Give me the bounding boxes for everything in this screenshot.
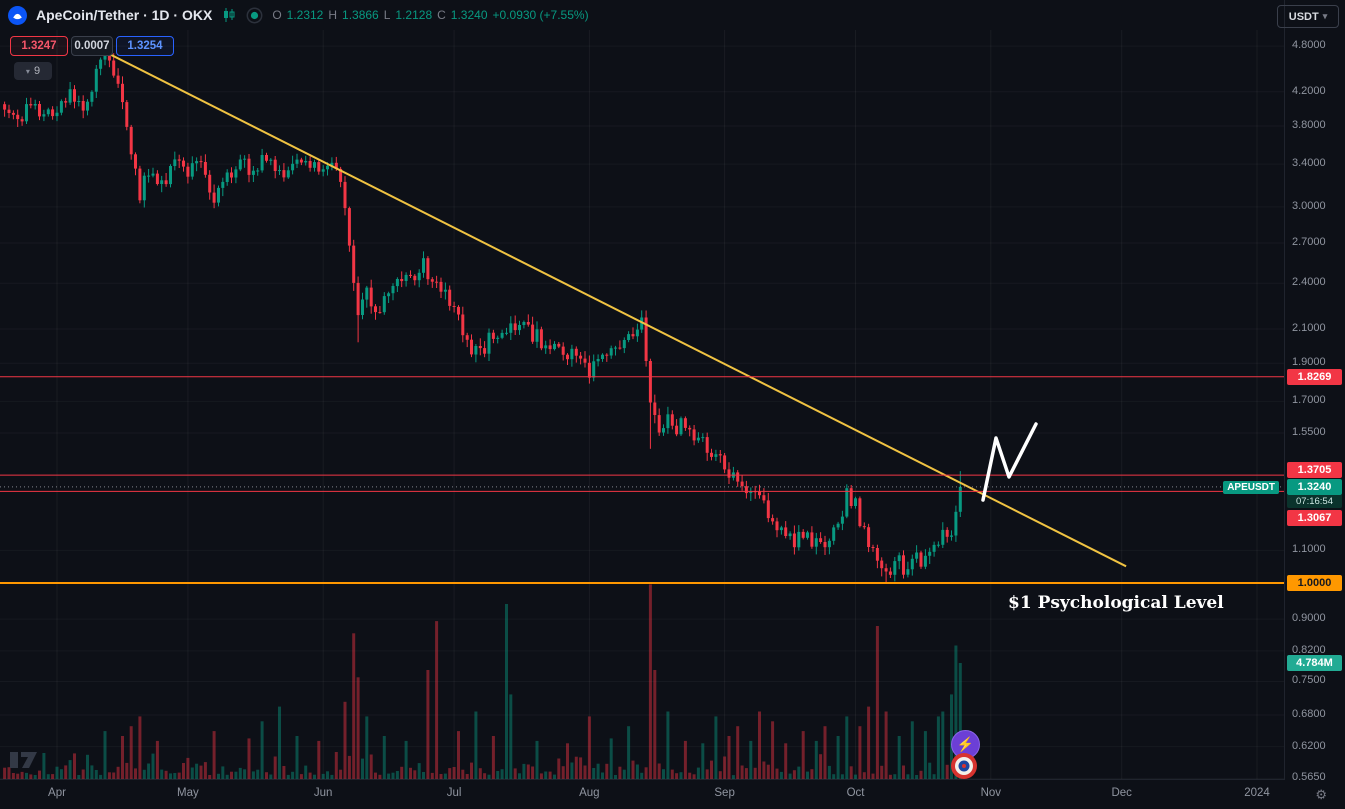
time-axis-label: 2024 (1244, 787, 1270, 799)
price-line-badge: 1.3705 (1287, 461, 1342, 478)
chart-toolbar: ApeCoin/Tether · 1D · OKX O 1.2312 H 1.3… (0, 0, 589, 30)
price-line-badge: 1.8269 (1287, 368, 1342, 385)
time-axis-label: Jul (446, 787, 462, 799)
axis-settings-gear-icon[interactable]: ⚙ (1315, 787, 1327, 802)
chart-canvas[interactable] (0, 0, 1285, 809)
price-tick-label: 0.8200 (1292, 643, 1326, 656)
time-axis[interactable]: Apr May Jun Jul Aug Sep Oct Nov Dec 2024 (0, 779, 1285, 809)
time-axis-label: Aug (579, 787, 600, 799)
change-value: +0.0930 (+7.55%) (492, 8, 589, 22)
bar-countdown: 07:16:54 (1287, 494, 1342, 508)
price-tick-label: 2.4000 (1292, 276, 1326, 289)
price-tick-label: 0.7500 (1292, 674, 1326, 687)
last-price-badge: 1.3240 (1287, 478, 1342, 495)
price-tick-label: 0.9000 (1292, 612, 1326, 625)
time-axis-label: Apr (48, 787, 66, 799)
volume-value-badge: 4.784M (1287, 655, 1342, 672)
chevron-down-icon: ▾ (1322, 11, 1328, 21)
price-tick-label: 3.4000 (1292, 157, 1326, 170)
chevron-down-icon: ▾ (25, 66, 30, 76)
price-tick-label: 1.9000 (1292, 356, 1326, 369)
price-tick-label: 2.7000 (1292, 236, 1326, 248)
time-axis-label: May (177, 787, 199, 799)
buy-price-button[interactable]: 1.3254 (116, 36, 174, 56)
time-axis-label: Sep (714, 787, 735, 799)
symbol-price-flag: APEUSDT (1223, 480, 1279, 494)
price-tick-label: 3.8000 (1292, 119, 1326, 132)
open-value: 1.2312 (286, 8, 324, 22)
price-line-badge: 1.3067 (1287, 509, 1342, 526)
low-value: 1.2128 (395, 8, 433, 22)
time-axis-label: Jun (313, 787, 333, 799)
currency-unit-label: USDT (1288, 10, 1319, 23)
price-tick-label: 1.1000 (1292, 543, 1326, 556)
sell-price-button[interactable]: 1.3247 (10, 36, 68, 56)
candlestick-series (3, 47, 962, 583)
ohlc-readout: O 1.2312 H 1.3866 L 1.2128 C 1.3240 +0.0… (272, 8, 588, 22)
close-value: 1.3240 (450, 8, 488, 22)
price-tick-label: 4.8000 (1292, 39, 1326, 52)
candlestick-chart-type-icon[interactable] (221, 7, 237, 23)
symbol-title[interactable]: ApeCoin/Tether · 1D · OKX (36, 7, 213, 23)
target-marker-icon[interactable] (948, 751, 980, 786)
text-annotation[interactable]: $1 Psychological Level (1008, 593, 1224, 613)
grid-lines (0, 30, 1285, 780)
price-line-badge: 1.0000 (1287, 575, 1342, 591)
time-axis-label: Dec (1111, 787, 1132, 799)
indicators-count: 9 (33, 65, 41, 77)
price-tick-label: 0.6200 (1292, 739, 1326, 752)
price-tick-label: 2.1000 (1292, 322, 1326, 335)
apecoin-logo-icon (8, 5, 27, 25)
price-tick-label: 1.7000 (1292, 394, 1326, 407)
price-tick-label: 1.5500 (1292, 425, 1326, 438)
close-label: C (437, 8, 446, 22)
spread-value: 0.0007 (71, 36, 113, 56)
indicators-collapsed-badge[interactable]: ▾ 9 (14, 62, 52, 80)
open-label: O (272, 8, 282, 22)
time-axis-label: Oct (846, 787, 865, 799)
volume-series (3, 584, 962, 780)
low-label: L (383, 8, 391, 22)
price-tick-label: 0.6800 (1292, 708, 1326, 720)
price-tick-label: 3.0000 (1292, 199, 1326, 212)
freehand-n-drawing[interactable] (981, 422, 1038, 502)
price-scale-axis[interactable]: 4.8000 4.2000 3.8000 3.4000 3.0000 2.7000 2.40… (1284, 0, 1345, 809)
time-axis-label: Nov (980, 787, 1002, 799)
tradingview-logo-watermark[interactable] (9, 747, 39, 778)
high-label: H (328, 8, 338, 22)
price-tick-label: 0.5650 (1292, 771, 1326, 784)
price-tick-label: 4.2000 (1292, 84, 1326, 97)
trendline[interactable] (104, 50, 1127, 568)
currency-unit-button[interactable]: USDT ▾ (1277, 5, 1339, 28)
high-value: 1.3866 (342, 8, 379, 22)
market-status-icon[interactable] (246, 7, 263, 24)
